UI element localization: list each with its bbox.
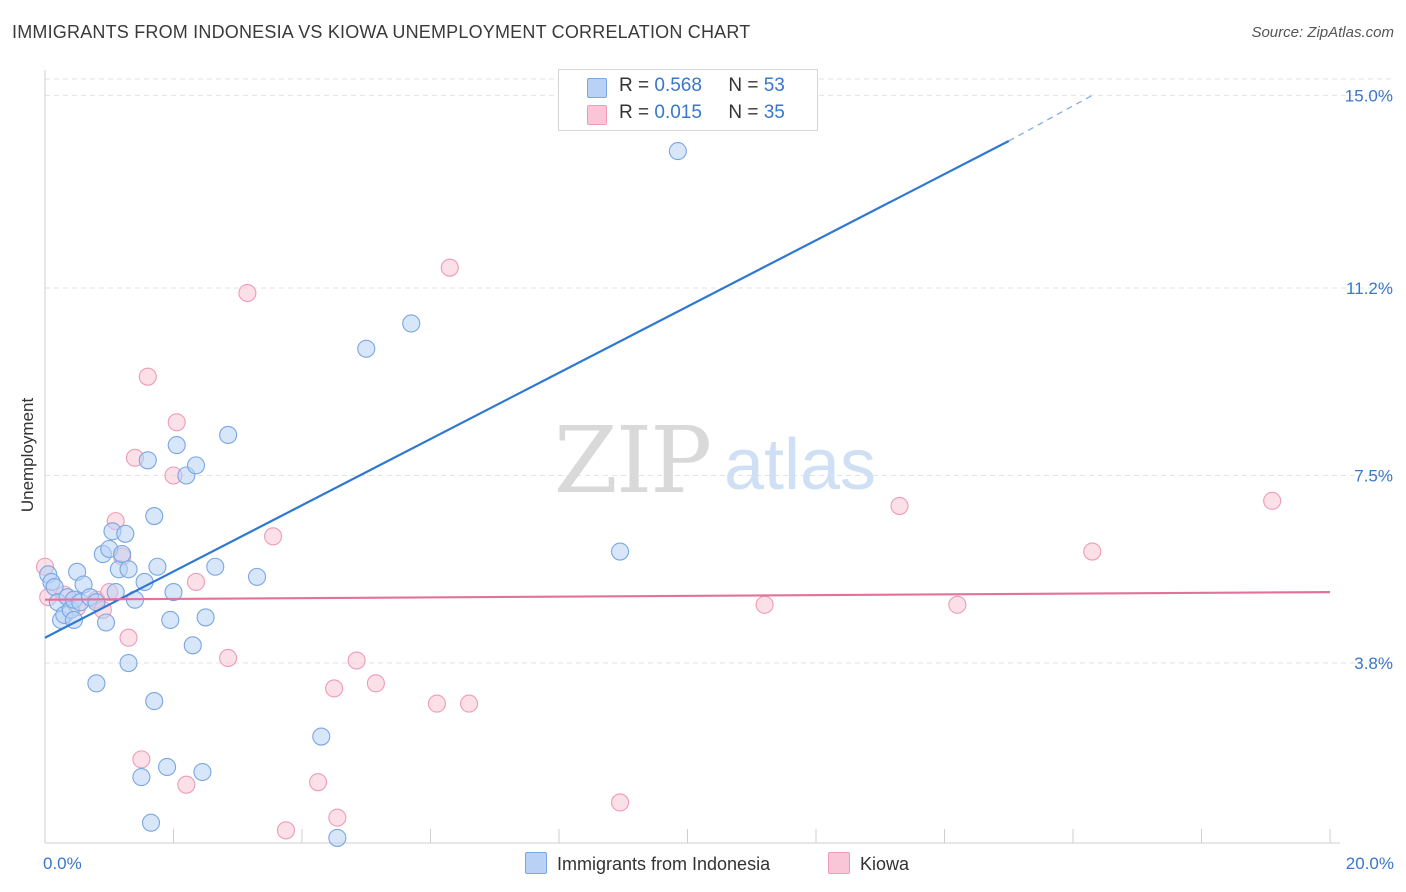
kiowa-point [328,808,347,827]
indonesia-point [87,674,106,693]
watermark-zip: ZIP [554,407,710,514]
axes [44,70,1340,844]
indonesia-point [186,456,206,475]
indonesia-point [132,768,151,787]
indonesia-point [145,507,164,526]
indonesia-point [135,572,154,592]
legend-r-value: 0.015 [654,102,702,123]
kiowa-point [1083,542,1102,561]
kiowa-point [890,496,909,515]
kiowa-point [219,648,238,668]
chart-title: IMMIGRANTS FROM INDONESIA VS KIOWA UNEMP… [12,22,751,42]
kiowa-point [276,821,295,840]
y-axis-label: Unemployment [18,397,37,513]
kiowa-point [440,258,459,277]
bottom-legend-indonesia: Immigrants from Indonesia [525,852,770,875]
source-label: Source: ZipAtlas.com [1251,24,1394,41]
bottom-legend-swatch-pink [828,852,850,874]
kiowa-point [459,694,479,713]
indonesia-trend-extension [1008,94,1093,142]
kiowa-point [1263,491,1282,510]
legend-r-value: 0.568 [654,75,702,96]
kiowa-points [35,258,1282,840]
indonesia-point [668,142,687,161]
bottom-legend-label: Immigrants from Indonesia [557,854,771,874]
y-tick-label: 7.5% [1354,467,1393,486]
indonesia-point [116,524,135,543]
indonesia-point [328,828,347,847]
indonesia-point [219,425,238,445]
indonesia-point [164,583,183,602]
watermark: ZIP atlas [554,407,876,514]
legend-r-label: R = [619,102,650,123]
kiowa-trend-line [44,590,1331,601]
kiowa-point [186,572,206,592]
watermark-atlas: atlas [724,425,876,505]
kiowa-point [755,595,774,614]
indonesia-point [158,757,177,777]
kiowa-point [325,679,344,698]
kiowa-point [238,283,257,303]
indonesia-point [138,451,157,470]
kiowa-point [177,775,196,794]
indonesia-point [247,567,267,586]
legend-n-label: N = [728,102,759,123]
legend-swatch-pink [587,105,607,125]
kiowa-point [264,527,283,546]
indonesia-trend-line [44,139,1010,639]
indonesia-point [148,557,167,576]
kiowa-point [167,413,186,432]
grid-lines [45,78,1395,664]
trend-lines [44,94,1331,639]
indonesia-point [312,727,331,746]
indonesia-point [402,314,421,333]
kiowa-point [366,674,385,693]
indonesia-point [119,654,138,673]
indonesia-point [196,608,215,627]
kiowa-point [119,628,138,647]
indonesia-point [206,557,225,576]
kiowa-point [610,793,630,812]
indonesia-point [357,339,376,358]
kiowa-point [948,595,967,614]
legend-n-value: 53 [763,75,785,96]
legend-n-label: N = [728,75,759,96]
y-tick-label: 15.0% [1345,86,1393,105]
indonesia-point [161,610,180,630]
bottom-legend-swatch-blue [525,852,547,874]
indonesia-point [113,545,132,564]
kiowa-point [132,750,151,769]
kiowa-point [309,773,328,792]
indonesia-point [167,436,186,455]
indonesia-point [610,542,630,561]
indonesia-point [119,560,138,579]
y-tick-label: 11.2% [1346,279,1393,298]
y-tick-label: 3.8% [1354,654,1393,673]
kiowa-point [347,651,366,670]
tick-labels: 3.8% 7.5% 11.2% 15.0% 0.0% 20.0% [43,86,1394,873]
bottom-legend-label: Kiowa [860,854,910,874]
legend-r-label: R = [619,75,650,96]
indonesia-point [183,636,202,655]
kiowa-point [427,694,446,713]
indonesia-point [96,613,116,632]
indonesia-point [141,813,161,832]
indonesia-point [145,692,164,711]
legend-n-value: 35 [763,102,785,123]
x-tick-label: 20.0% [1346,854,1394,873]
bottom-legend-kiowa: Kiowa [828,852,909,875]
kiowa-point [138,367,157,386]
correlation-legend: R = 0.568 N = 53 R = 0.015 N = 35 [558,69,818,131]
x-tick-label: 0.0% [43,854,82,873]
legend-swatch-blue [587,78,607,98]
indonesia-points [39,96,736,847]
indonesia-point [193,762,212,782]
